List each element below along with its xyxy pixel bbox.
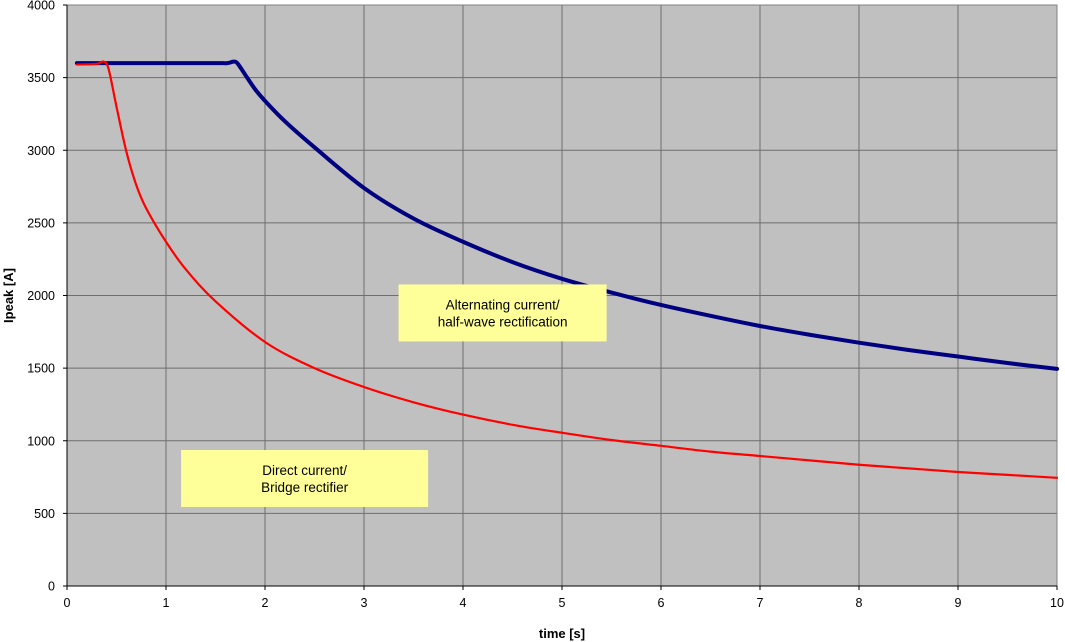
y-tick-label: 3000: [27, 144, 55, 158]
x-tick-label: 10: [1050, 596, 1064, 610]
annotation-background: [398, 284, 607, 342]
y-tick-label: 2500: [27, 216, 55, 230]
y-tick-label: 4000: [27, 0, 55, 13]
x-tick-label: 5: [559, 596, 566, 610]
y-axis-title: Ipeak [A]: [1, 268, 16, 323]
y-tick-label: 500: [34, 507, 55, 521]
annotation-text: Bridge rectifier: [261, 480, 349, 495]
x-tick-label: 7: [757, 596, 764, 610]
x-tick-label: 2: [262, 596, 269, 610]
x-tick-label: 0: [64, 596, 71, 610]
x-tick-label: 6: [658, 596, 665, 610]
y-tick-label: 1500: [27, 362, 55, 376]
x-tick-label: 8: [856, 596, 863, 610]
series-lines: [74, 59, 1059, 479]
x-axis-title: time [s]: [539, 626, 585, 641]
tick-labels: 0 1 2 3 4 5 6 7 8 9 10 0 500 1000 1500 2000 2500 3000 3500…: [27, 0, 1064, 610]
annotations: Alternating current/half-wave rectificat…: [181, 284, 607, 508]
annotation-text: Alternating current/: [446, 297, 560, 312]
series-line-0: [74, 59, 1059, 371]
series-line-1: [75, 60, 1059, 479]
x-tick-label: 9: [955, 596, 962, 610]
x-tick-label: 3: [361, 596, 368, 610]
x-tick-label: 1: [163, 596, 170, 610]
annotation-text: Direct current/: [262, 463, 347, 478]
y-tick-label: 2000: [27, 289, 55, 303]
annotation-text: half-wave rectification: [438, 314, 568, 329]
y-tick-label: 3500: [27, 71, 55, 85]
annotation-box-1: Direct current/Bridge rectifier: [181, 450, 429, 508]
y-tick-label: 1000: [27, 434, 55, 448]
x-tick-label: 4: [460, 596, 467, 610]
annotation-background: [181, 450, 429, 508]
y-tick-label: 0: [48, 580, 55, 594]
annotation-box-0: Alternating current/half-wave rectificat…: [398, 284, 607, 342]
